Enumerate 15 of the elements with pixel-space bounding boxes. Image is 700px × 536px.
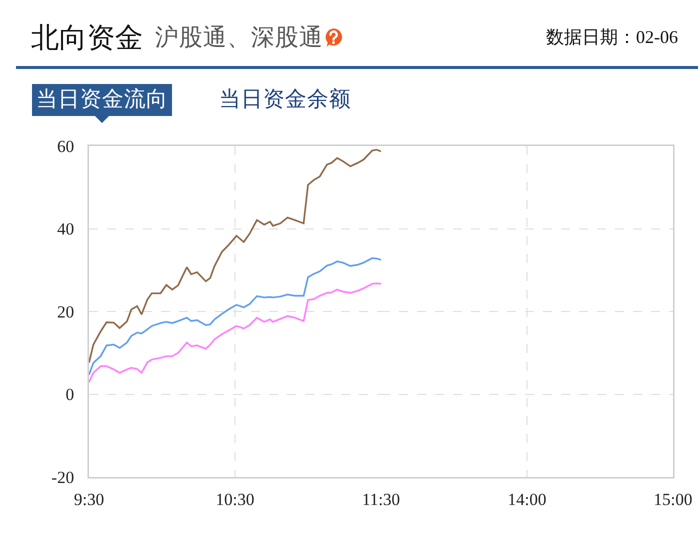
text: 当日资金余额 bbox=[219, 87, 351, 112]
x-tick-label: 15:00 bbox=[654, 490, 692, 509]
y-tick-label: 20 bbox=[57, 302, 74, 322]
text: 当日资金流向 bbox=[35, 87, 169, 112]
x-tick-label: 14:00 bbox=[508, 490, 546, 509]
chart-subtitle: 沪股通、深股通 bbox=[155, 23, 323, 51]
x-tick-label: 9:30 bbox=[74, 490, 104, 509]
x-tick-label: 11:30 bbox=[362, 490, 400, 509]
x-tick-label: 10:30 bbox=[216, 490, 254, 509]
y-tick-label: 0 bbox=[66, 385, 74, 404]
y-tick-label: 60 bbox=[57, 136, 74, 156]
y-tick-label: -20 bbox=[51, 468, 74, 487]
chart-title: 北向资金 bbox=[31, 21, 143, 54]
text: 数据日期：02-06 bbox=[546, 27, 678, 47]
y-tick-label: 40 bbox=[57, 220, 74, 239]
